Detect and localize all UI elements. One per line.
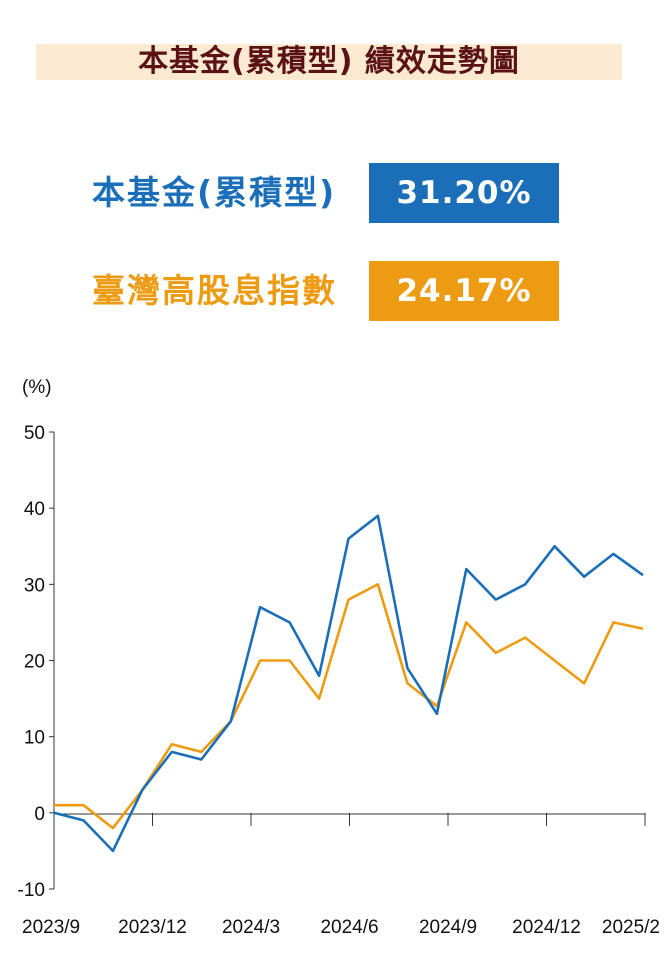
- legend-value-fund: 31.20%: [369, 163, 559, 223]
- x-tick-label: 2025/2: [602, 917, 660, 938]
- y-tick-label: 30: [24, 575, 45, 596]
- series-lines: [53, 514, 644, 853]
- y-tick-labels: 50 40 30 20 10 0 -10: [18, 423, 54, 901]
- chart-title: 本基金(累積型) 績效走勢圖: [138, 44, 520, 79]
- legend-label-fund: 本基金(累積型): [92, 173, 337, 212]
- y-tick-label: 40: [24, 499, 45, 520]
- series-line-fund: [53, 514, 644, 853]
- x-tick-label: 2024/6: [320, 917, 378, 938]
- x-tick-label: 2024/12: [512, 917, 581, 938]
- y-tick-label: 0: [34, 804, 45, 825]
- y-tick-label: 50: [24, 423, 45, 444]
- legend-row-fund: 本基金(累積型) 31.20%: [0, 163, 668, 223]
- legend-label-index: 臺灣高股息指數: [92, 271, 337, 310]
- y-tick-label: 10: [24, 728, 45, 749]
- legend-row-index: 臺灣高股息指數 24.17%: [0, 261, 668, 321]
- y-tick-label: -10: [18, 880, 45, 901]
- x-tick-label: 2023/9: [22, 917, 80, 938]
- x-tick-labels: 2023/9 2023/12 2024/3 2024/6 2024/9 2024/12 20…: [22, 812, 660, 938]
- x-tick-label: 2024/9: [419, 917, 477, 938]
- y-axis-unit-label: (%): [22, 377, 52, 398]
- x-tick-label: 2023/12: [118, 917, 187, 938]
- legend-value-index: 24.17%: [369, 261, 559, 321]
- y-tick-label: 20: [24, 652, 45, 673]
- title-banner: 本基金(累積型) 績效走勢圖: [36, 44, 622, 80]
- x-tick-label: 2024/3: [222, 917, 280, 938]
- series-line-index: [54, 583, 644, 830]
